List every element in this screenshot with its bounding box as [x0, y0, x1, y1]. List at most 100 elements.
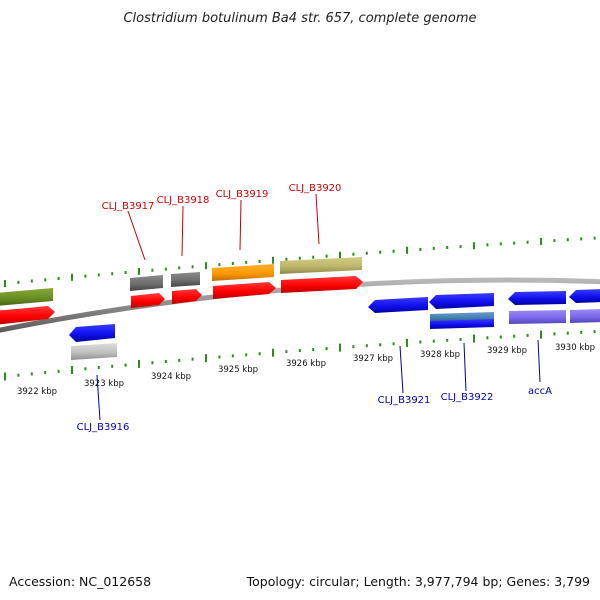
- minor-tick: [298, 349, 301, 353]
- minor-tick: [499, 335, 502, 339]
- minor-tick: [566, 331, 569, 335]
- minor-tick: [365, 344, 368, 348]
- gene-label-clj-b3920[interactable]: CLJ_B3920: [289, 183, 342, 194]
- tick-label: 3923 kbp: [84, 379, 124, 389]
- gene-label-clj-b3919[interactable]: CLJ_B3919: [216, 189, 269, 200]
- gene-feature-red[interactable]: [131, 293, 165, 308]
- minor-tick: [566, 238, 569, 242]
- minor-tick: [486, 336, 489, 340]
- tick-label: 3927 kbp: [353, 354, 393, 364]
- minor-tick: [419, 340, 422, 344]
- tick-label: 3926 kbp: [286, 359, 326, 369]
- label-leaders-reverse: [96, 339, 541, 421]
- minor-tick: [178, 266, 181, 270]
- minor-tick: [97, 366, 100, 369]
- feature-ring-inner: [71, 309, 600, 360]
- major-tick: [71, 273, 73, 281]
- minor-tick: [379, 343, 382, 347]
- major-tick: [540, 330, 542, 339]
- minor-tick: [218, 355, 221, 359]
- gene-feature-grey[interactable]: [130, 275, 163, 291]
- major-tick: [272, 256, 274, 264]
- major-tick: [540, 237, 542, 245]
- minor-tick: [231, 354, 234, 358]
- minor-tick: [44, 278, 47, 282]
- gene-labels-forward: CLJ_B3917 CLJ_B3918 CLJ_B3919 CLJ_B3920: [102, 183, 342, 212]
- minor-tick: [312, 348, 315, 352]
- gene-feature-blue[interactable]: [508, 291, 566, 305]
- minor-tick: [298, 256, 301, 260]
- gene-feature-grey[interactable]: [171, 272, 200, 287]
- gene-label-clj-b3916[interactable]: CLJ_B3916: [77, 422, 130, 433]
- gene-feature-olive[interactable]: [0, 288, 53, 306]
- gene-feature-lightgrey[interactable]: [71, 343, 117, 360]
- minor-tick: [164, 360, 167, 363]
- major-tick: [473, 334, 475, 343]
- label-leaders-forward: [127, 193, 320, 261]
- accession-text: Accession: NC_012658: [9, 574, 151, 589]
- tick-label: 3928 kbp: [420, 350, 460, 360]
- minor-tick: [17, 280, 20, 284]
- tick-label: 3925 kbp: [218, 365, 258, 375]
- minor-tick: [446, 246, 449, 249]
- gene-feature-slateblue[interactable]: [509, 310, 566, 324]
- scale-ticks-outer: [4, 236, 596, 287]
- major-tick: [4, 280, 6, 287]
- minor-tick: [325, 347, 328, 351]
- major-tick: [138, 359, 140, 368]
- minor-tick: [526, 240, 529, 244]
- minor-tick: [245, 353, 248, 357]
- minor-tick: [57, 277, 60, 280]
- cds-reverse: [69, 289, 600, 342]
- major-tick: [205, 262, 207, 270]
- minor-tick: [553, 239, 556, 243]
- tick-label: 3930 kbp: [555, 343, 595, 353]
- minor-tick: [513, 241, 516, 245]
- gene-label-clj-b3922[interactable]: CLJ_B3922: [441, 392, 494, 403]
- tick-label: 3924 kbp: [151, 372, 191, 382]
- minor-tick: [365, 251, 368, 255]
- minor-tick: [486, 243, 489, 247]
- gene-feature-blue[interactable]: [429, 293, 494, 309]
- minor-tick: [17, 373, 20, 377]
- minor-tick: [97, 273, 100, 277]
- minor-tick: [124, 271, 127, 274]
- genome-summary-text: Topology: circular; Length: 3,977,794 bp…: [246, 574, 590, 589]
- minor-tick: [526, 333, 529, 337]
- gene-feature-slateblue[interactable]: [570, 309, 600, 323]
- major-tick: [339, 251, 341, 259]
- tick-label: 3929 kbp: [487, 346, 527, 356]
- gene-feature-red[interactable]: [281, 276, 363, 293]
- minor-tick: [392, 249, 395, 253]
- minor-tick: [432, 339, 435, 343]
- gene-feature-red[interactable]: [172, 289, 202, 304]
- minor-tick: [231, 262, 234, 265]
- minor-tick: [84, 274, 87, 278]
- gene-label-clj-b3917[interactable]: CLJ_B3917: [102, 201, 155, 212]
- tick-label: 3922 kbp: [17, 387, 57, 397]
- gene-feature-red[interactable]: [213, 282, 276, 299]
- minor-tick: [459, 245, 462, 249]
- gene-feature-red[interactable]: [0, 306, 55, 325]
- gene-feature-blue[interactable]: [569, 289, 600, 303]
- minor-tick: [379, 250, 382, 254]
- minor-tick: [513, 334, 516, 338]
- minor-tick: [593, 236, 596, 240]
- gene-feature-blue[interactable]: [430, 319, 494, 329]
- minor-tick: [258, 259, 261, 263]
- major-tick: [138, 267, 140, 275]
- gene-label-clj-b3921[interactable]: CLJ_B3921: [378, 395, 431, 406]
- gene-feature-blue[interactable]: [368, 297, 428, 313]
- gene-labels-reverse: CLJ_B3916 CLJ_B3921 CLJ_B3922 accA: [77, 386, 553, 433]
- major-tick: [71, 366, 73, 374]
- gene-label-clj-b3918[interactable]: CLJ_B3918: [157, 195, 210, 206]
- gene-label-acca[interactable]: accA: [528, 386, 552, 397]
- gene-feature-khaki[interactable]: [280, 257, 362, 274]
- major-tick: [339, 343, 341, 352]
- gene-feature-orange[interactable]: [212, 264, 274, 281]
- minor-tick: [432, 246, 435, 250]
- minor-tick: [352, 252, 355, 256]
- minor-tick: [593, 330, 596, 334]
- gene-feature-blue[interactable]: [69, 324, 115, 342]
- minor-tick: [553, 332, 556, 336]
